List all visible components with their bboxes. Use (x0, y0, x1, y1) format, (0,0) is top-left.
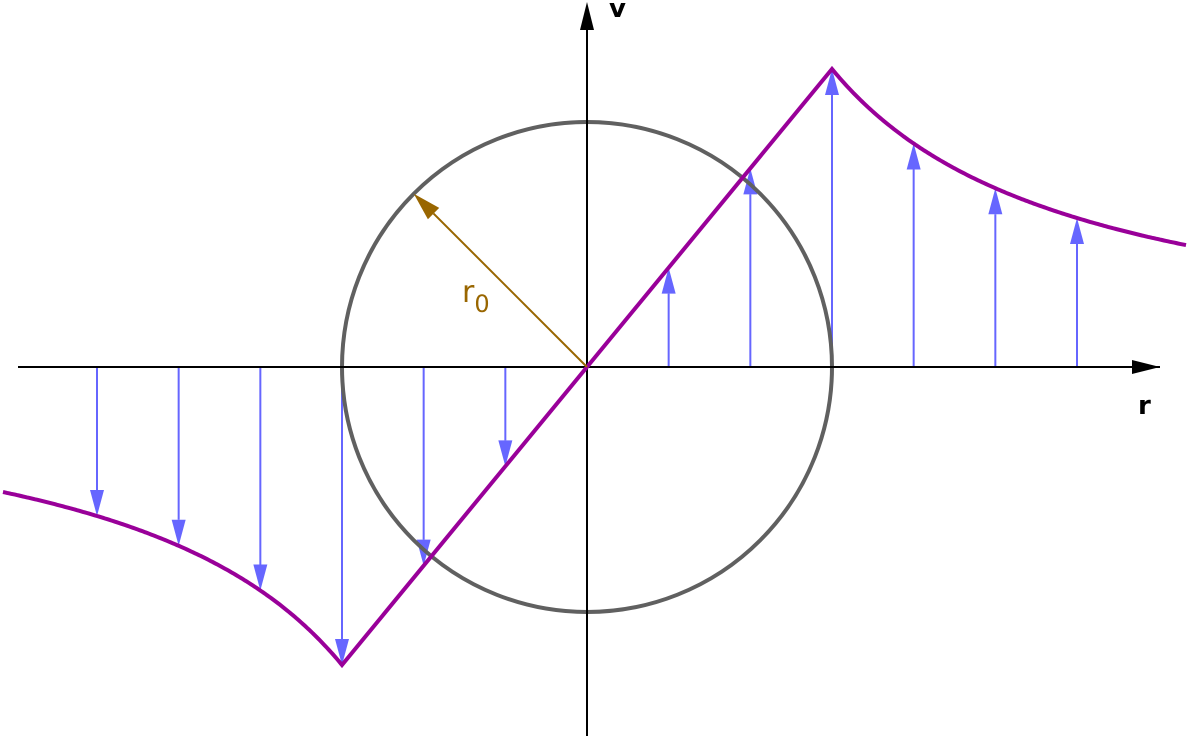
velocity-arrowhead (90, 490, 104, 516)
velocity-arrowhead (253, 564, 268, 591)
velocity-arrowhead (498, 440, 513, 467)
velocity-arrowhead (171, 519, 186, 546)
velocity-arrowhead (988, 188, 1003, 215)
velocity-arrowhead (661, 267, 676, 294)
v-axis-label: v (609, 0, 626, 24)
velocity-arrowhead (825, 69, 839, 95)
radius-label: r0 (462, 275, 490, 318)
v-axis-arrowhead (580, 2, 594, 30)
velocity-arrowhead (906, 143, 921, 170)
radius-line (432, 212, 588, 368)
velocity-arrowhead (335, 639, 349, 665)
radius-label-main: r (462, 275, 475, 310)
radius-label-subscript: 0 (474, 290, 489, 318)
velocity-arrows (90, 69, 1084, 665)
r-axis-arrowhead (1132, 360, 1160, 374)
velocity-profile-curve (2, 65, 1187, 669)
r-axis-label: r (1138, 391, 1151, 421)
radius-arrowhead (413, 193, 440, 220)
velocity-arrowhead (1070, 218, 1084, 244)
